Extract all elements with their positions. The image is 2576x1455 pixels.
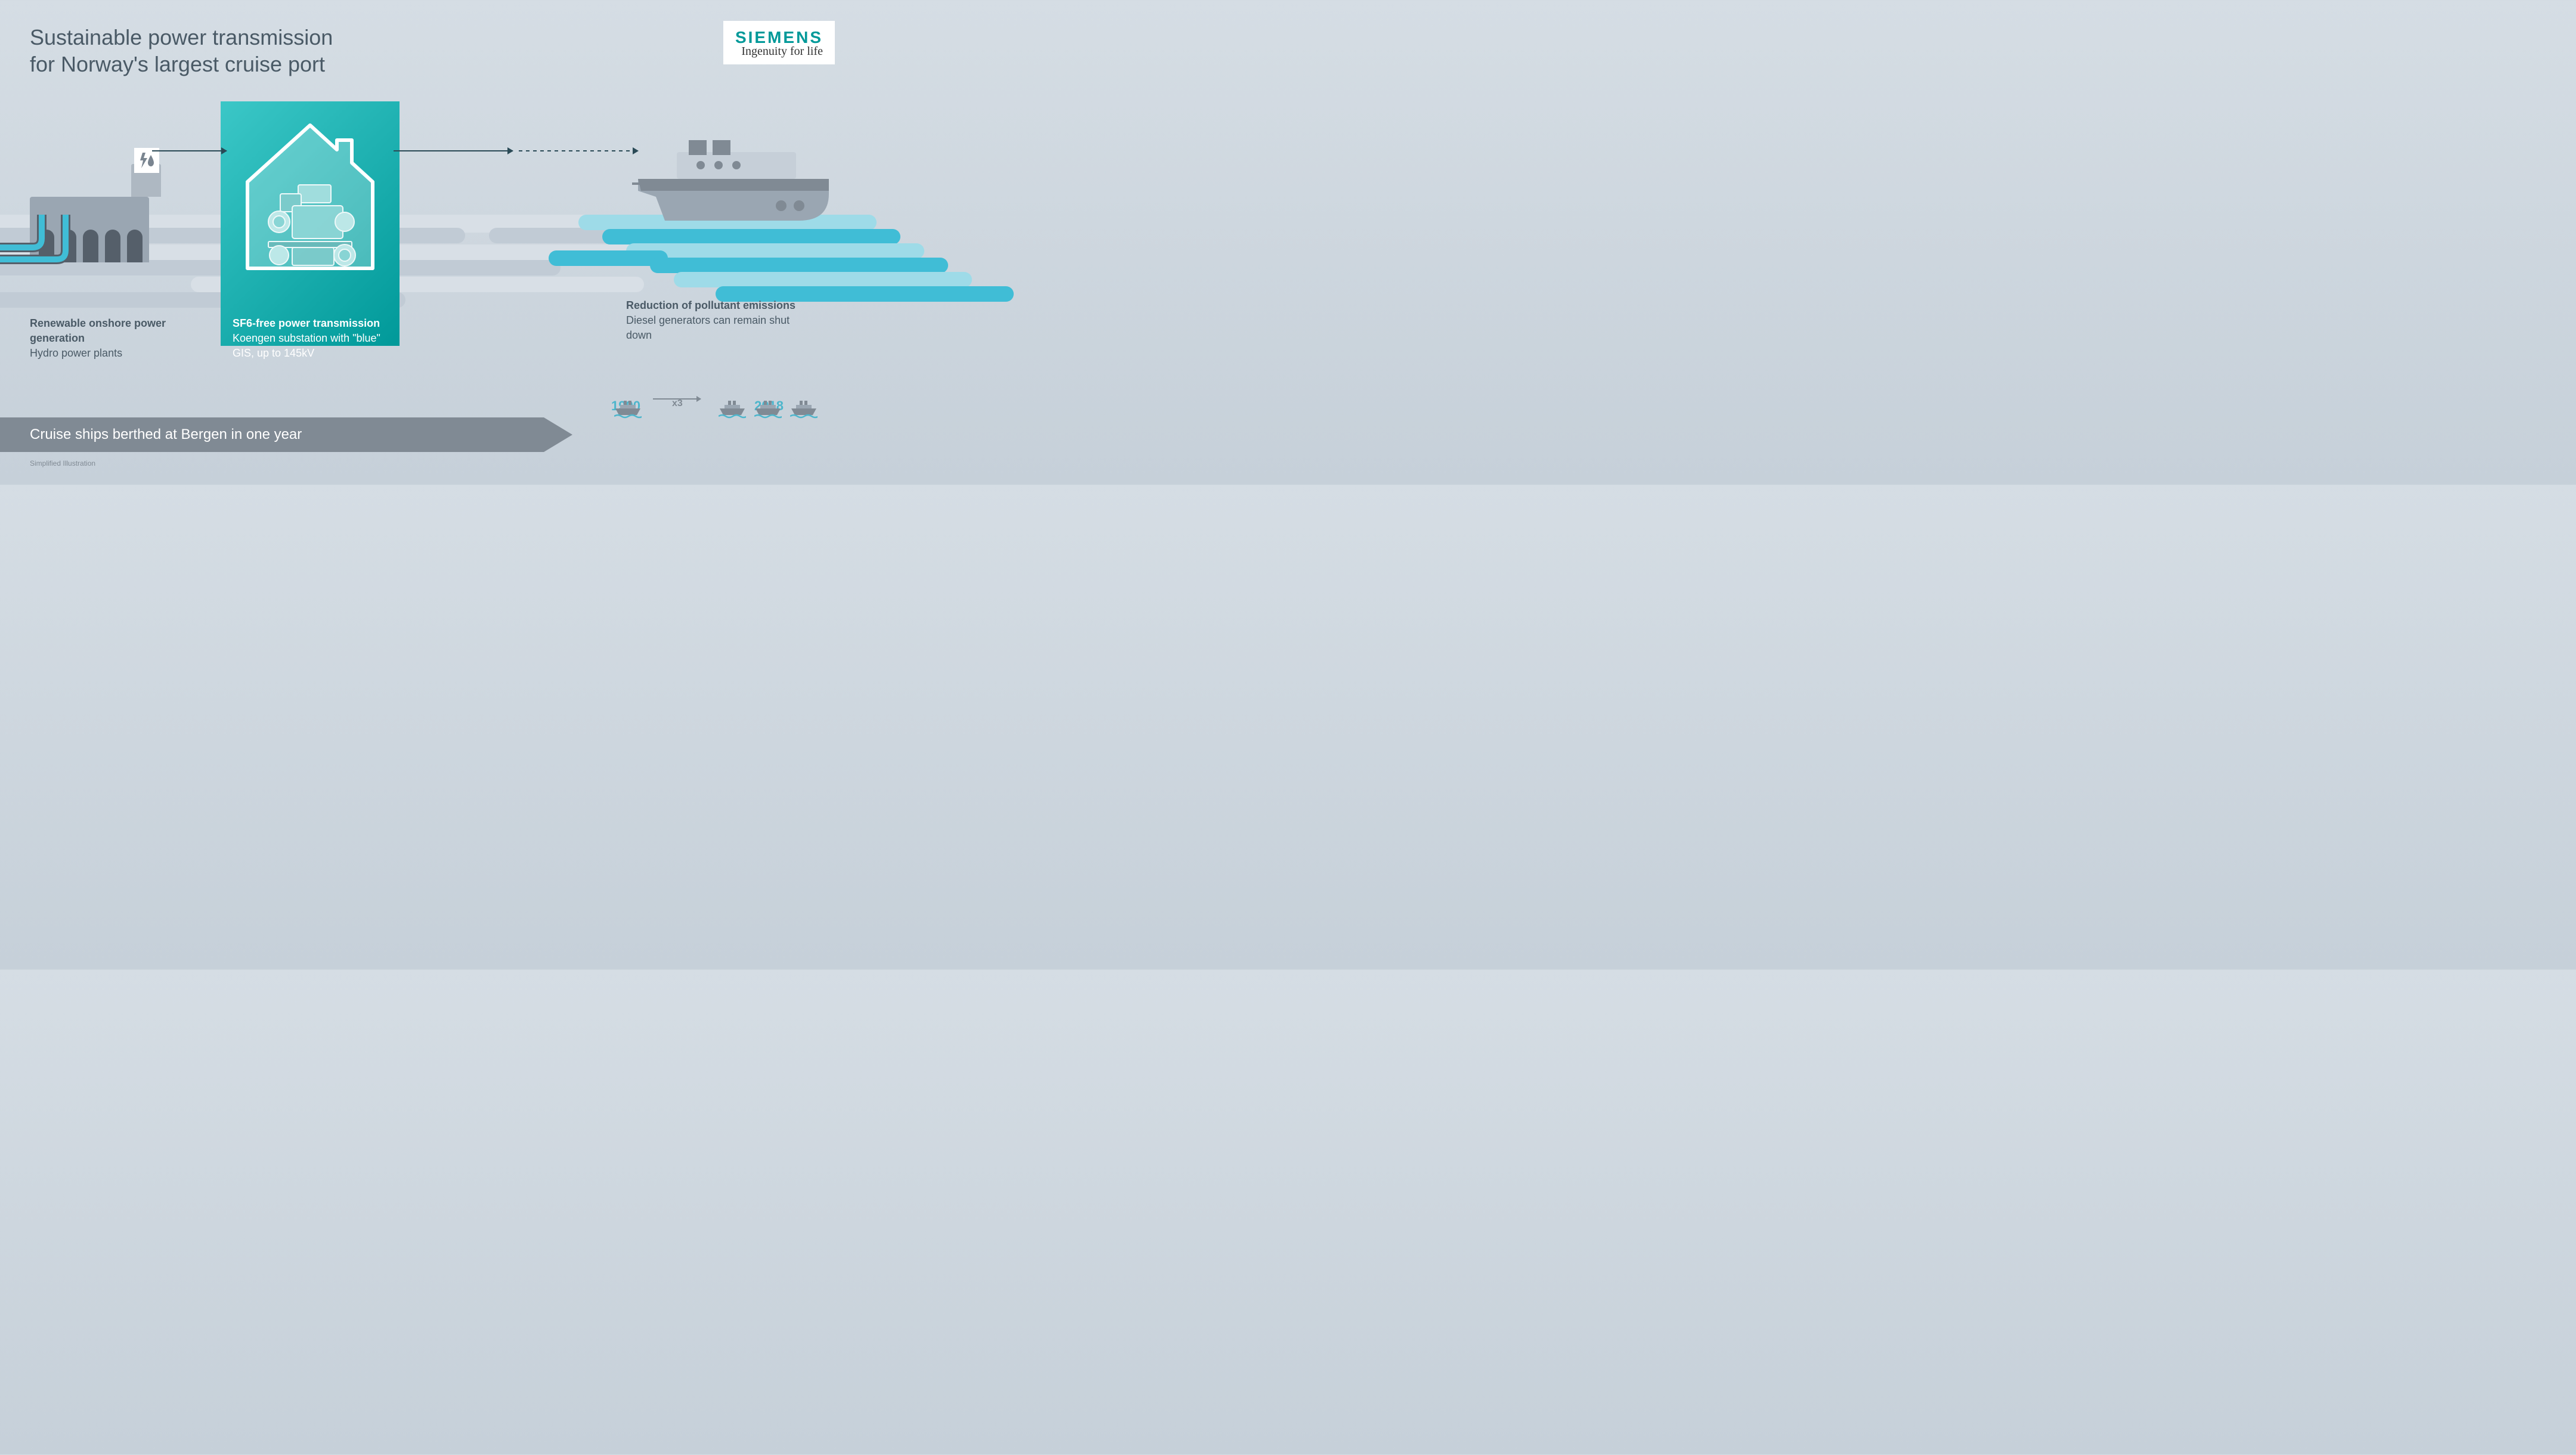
ship-tiny-icon — [754, 398, 778, 416]
label-hydro-sub: Hydro power plants — [30, 346, 185, 361]
ship-tiny-icon — [614, 398, 638, 416]
ship-tiny-icon — [719, 398, 742, 416]
label-ship: Reduction of pollutant emissions Diesel … — [626, 298, 799, 343]
substation-house-icon — [236, 119, 385, 274]
flow-arrow-1 — [152, 150, 227, 151]
brand-logo: SIEMENS Ingenuity for life — [723, 21, 835, 64]
flow-arrow-3-dashed — [519, 150, 638, 151]
hydro-plant-icon — [30, 155, 167, 262]
label-ship-heading: Reduction of pollutant emissions — [626, 298, 799, 313]
brand-tagline: Ingenuity for life — [735, 45, 823, 58]
footer-bar-text: Cruise ships berthed at Bergen in one ye… — [30, 426, 302, 443]
water-pipes-icon — [0, 215, 113, 292]
cruise-ship-icon — [620, 131, 841, 250]
ship-tiny-icon — [790, 398, 814, 416]
power-water-icon — [134, 148, 159, 173]
flow-arrow-2 — [394, 150, 513, 151]
label-substation-sub: Koengen substation with "blue" GIS, up t… — [233, 331, 394, 361]
footnote: Simplified Illustration — [30, 459, 95, 468]
growth-arrow-icon — [653, 398, 701, 400]
footer-bar: Cruise ships berthed at Bergen in one ye… — [0, 417, 572, 452]
label-hydro-heading: Renewable onshore power generation — [30, 316, 185, 346]
growth-comparison: 1990 2018 x3 — [602, 398, 841, 470]
label-ship-sub: Diesel generators can remain shut down — [626, 313, 799, 343]
title-line1: Sustainable power transmission — [30, 25, 333, 49]
label-hydro: Renewable onshore power generation Hydro… — [30, 316, 185, 361]
title-line2: for Norway's largest cruise port — [30, 52, 325, 76]
growth-multiplier: x3 — [672, 398, 683, 409]
label-substation-heading: SF6-free power transmission — [233, 316, 394, 331]
page-title: Sustainable power transmission for Norwa… — [30, 24, 333, 78]
label-substation: SF6-free power transmission Koengen subs… — [233, 316, 394, 361]
